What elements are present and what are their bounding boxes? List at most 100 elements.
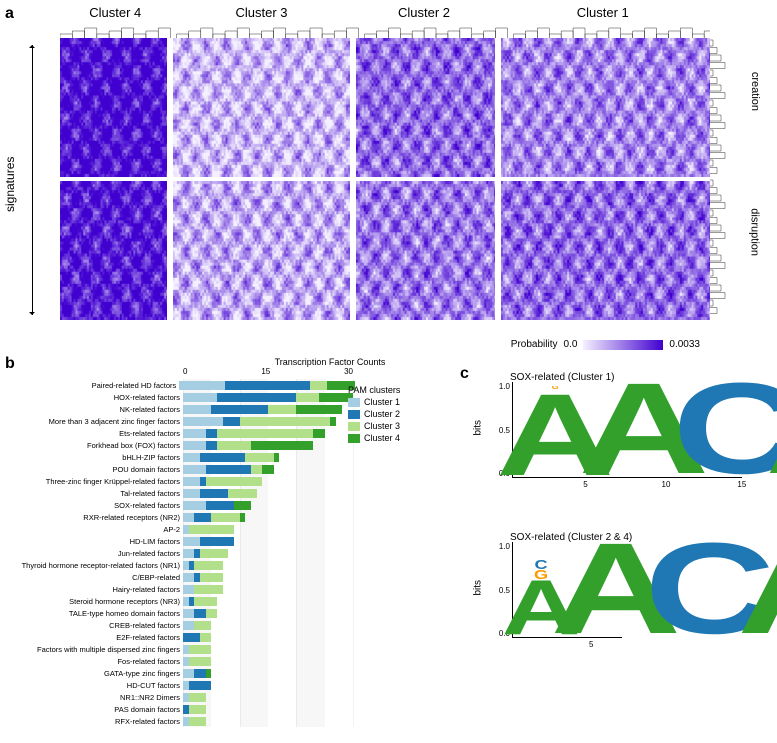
creation-label: creation — [749, 72, 761, 111]
disruption-label: disruption — [749, 208, 761, 256]
bar-row: RXR-related receptors (NR2) — [15, 511, 355, 523]
bar-row: Hairy-related factors — [15, 583, 355, 595]
panel-c-label: c — [460, 365, 469, 383]
legend-row: Cluster 2 — [348, 409, 400, 419]
signatures-label: signatures — [3, 157, 17, 212]
bar-row: E2F-related factors — [15, 631, 355, 643]
legend-row: Cluster 3 — [348, 421, 400, 431]
bar-row: Thyroid hormone receptor-related factors… — [15, 559, 355, 571]
bar-label: NR1::NR2 Dimers — [15, 693, 183, 702]
bar-row: SOX-related factors — [15, 499, 355, 511]
bar-label: Thyroid hormone receptor-related factors… — [15, 561, 183, 570]
bar-row: HOX-related factors — [15, 391, 355, 403]
bar-label: Ets-related factors — [15, 429, 183, 438]
bar-row: PAS domain factors — [15, 703, 355, 715]
bar-row: POU domain factors — [15, 463, 355, 475]
colorbar-gradient — [583, 340, 663, 350]
bar-row: C/EBP-related — [15, 571, 355, 583]
logo2-block: SOX-related (Cluster 2 & 4) bits 1.00.50… — [470, 530, 760, 660]
bar-row: Tal-related factors — [15, 487, 355, 499]
prob-max: 0.0033 — [669, 339, 700, 350]
bar-label: Fos-related factors — [15, 657, 183, 666]
heatmap-block — [60, 38, 167, 177]
cluster-header: Cluster 1 — [496, 5, 711, 23]
heatmap-block — [356, 38, 495, 177]
panel-a-heatmap: signatures Cluster 4Cluster 3Cluster 2Cl… — [15, 5, 760, 350]
bar-row: CREB-related factors — [15, 619, 355, 631]
bar-label: AP-2 — [15, 525, 183, 534]
logo2-area: AGCACAATGA — [512, 542, 622, 638]
signatures-arrow — [32, 45, 33, 315]
heatmap-area — [60, 38, 710, 318]
bar-label: HD-LIM factors — [15, 537, 183, 546]
logo1-block: SOX-related (Cluster 1) bits 1.00.50.0 A… — [470, 370, 760, 500]
bar-row: AP-2 — [15, 523, 355, 535]
bar-label: C/EBP-related — [15, 573, 183, 582]
bar-row: Three-zinc finger Krüppel-related factor… — [15, 475, 355, 487]
heatmap-block — [356, 181, 495, 320]
cluster-header: Cluster 2 — [353, 5, 496, 23]
barchart-legend: PAM clusters Cluster 1 Cluster 2 Cluster 3… — [348, 385, 400, 445]
legend-title: PAM clusters — [348, 385, 400, 395]
bar-row: More than 3 adjacent zinc finger factors — [15, 415, 355, 427]
bar-label: POU domain factors — [15, 465, 183, 474]
bar-label: Hairy-related factors — [15, 585, 183, 594]
bar-label: TALE-type homeo domain factors — [15, 609, 183, 618]
bar-row: Forkhead box (FOX) factors — [15, 439, 355, 451]
cluster-header: Cluster 4 — [60, 5, 171, 23]
bar-label: Forkhead box (FOX) factors — [15, 441, 183, 450]
bar-label: HD-CUT factors — [15, 681, 183, 690]
bar-label: GATA-type zinc fingers — [15, 669, 183, 678]
bar-row: NK-related factors — [15, 403, 355, 415]
bar-label: HOX-related factors — [15, 393, 183, 402]
bar-label: Steroid hormone receptors (NR3) — [15, 597, 183, 606]
bar-row: Jun-related factors — [15, 547, 355, 559]
bar-label: RXR-related receptors (NR2) — [15, 513, 183, 522]
bar-label: NK-related factors — [15, 405, 183, 414]
legend-row: Cluster 1 — [348, 397, 400, 407]
bar-row: Ets-related factors — [15, 427, 355, 439]
panel-c-logos: SOX-related (Cluster 1) bits 1.00.50.0 A… — [470, 370, 760, 690]
bar-row: Steroid hormone receptors (NR3) — [15, 595, 355, 607]
panel-a-label: a — [5, 5, 14, 23]
heatmap-block — [501, 181, 710, 320]
colorbar: Probability 0.0 0.0033 — [511, 339, 700, 350]
bar-row: HD-CUT factors — [15, 679, 355, 691]
logo1-ylabel: bits — [473, 420, 484, 436]
bar-row: RFX-related factors — [15, 715, 355, 727]
bar-label: bHLH-ZIP factors — [15, 453, 183, 462]
bar-label: Factors with multiple dispersed zinc fin… — [15, 645, 183, 654]
bar-label: CREB-related factors — [15, 621, 183, 630]
barchart-title: Transcription Factor Counts — [115, 357, 545, 367]
bar-label: Tal-related factors — [15, 489, 183, 498]
bar-row: Fos-related factors — [15, 655, 355, 667]
heatmap-block — [173, 38, 350, 177]
bar-row: NR1::NR2 Dimers — [15, 691, 355, 703]
bar-label: Paired-related HD factors — [15, 381, 179, 390]
heatmap-block — [501, 38, 710, 177]
barchart-rows: Paired-related HD factors HOX-related fac… — [15, 379, 355, 727]
bar-label: E2F-related factors — [15, 633, 183, 642]
cluster-header: Cluster 3 — [171, 5, 353, 23]
bar-row: GATA-type zinc fingers — [15, 667, 355, 679]
legend-row: Cluster 4 — [348, 433, 400, 443]
bar-row: HD-LIM factors — [15, 535, 355, 547]
bar-row: Paired-related HD factors — [15, 379, 355, 391]
bar-row: Factors with multiple dispersed zinc fin… — [15, 643, 355, 655]
prob-min: 0.0 — [564, 339, 578, 350]
logo1-area: AGACAATTGGATCTAGTTGTT — [512, 382, 742, 478]
panel-b-label: b — [5, 355, 15, 373]
logo2-ylabel: bits — [473, 580, 484, 596]
bar-label: RFX-related factors — [15, 717, 183, 726]
heatmap-block — [60, 181, 167, 320]
bar-row: bHLH-ZIP factors — [15, 451, 355, 463]
bar-label: SOX-related factors — [15, 501, 183, 510]
heatmap-block — [173, 181, 350, 320]
dendrogram-top — [60, 23, 710, 38]
probability-label: Probability — [511, 339, 558, 350]
bar-label: More than 3 adjacent zinc finger factors — [15, 417, 183, 426]
cluster-headers: Cluster 4Cluster 3Cluster 2Cluster 1 — [60, 5, 710, 23]
bar-label: PAS domain factors — [15, 705, 183, 714]
bar-row: TALE-type homeo domain factors — [15, 607, 355, 619]
bar-label: Jun-related factors — [15, 549, 183, 558]
